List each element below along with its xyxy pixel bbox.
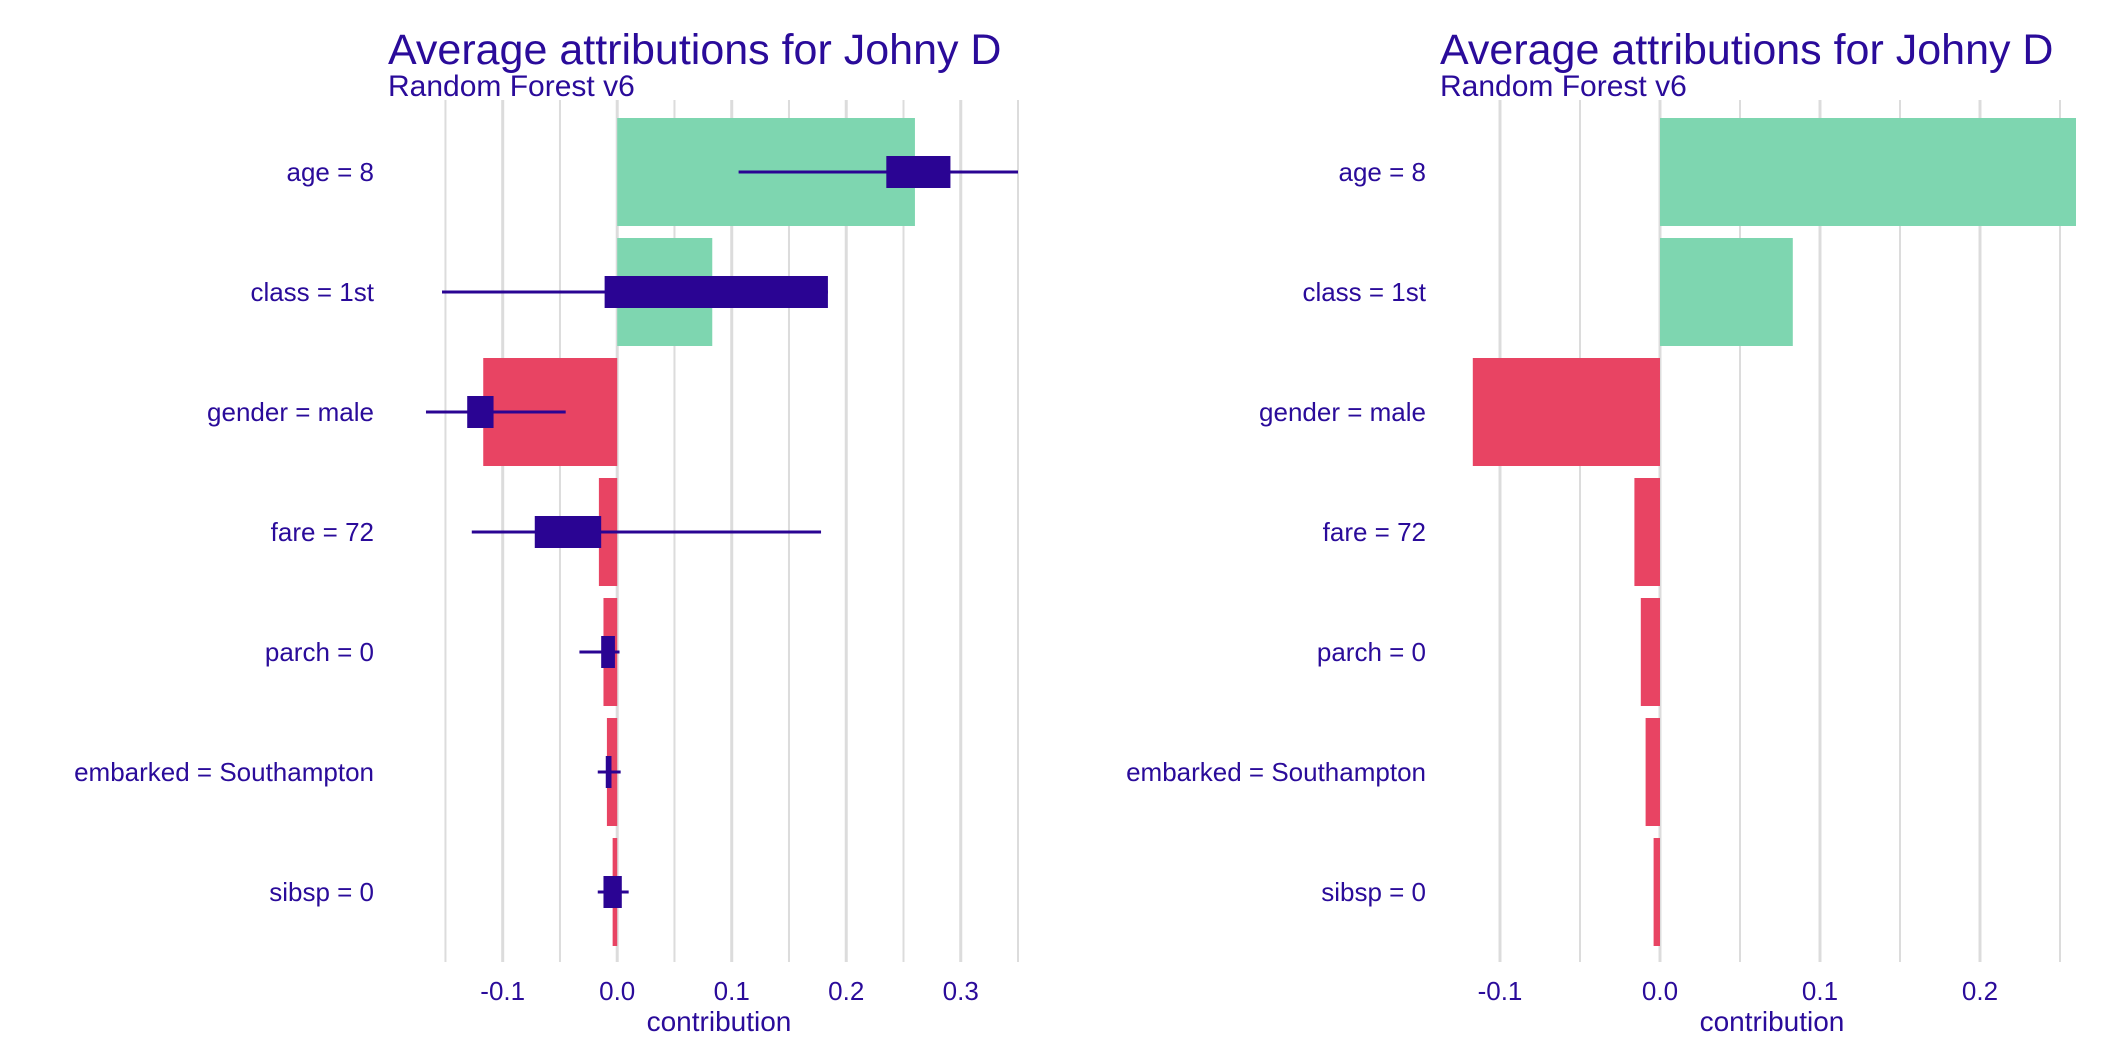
left-box-parch-0 (601, 636, 615, 668)
right-x-tick-label: 0.0 (1642, 976, 1678, 1006)
left-panel-boxplots (425, 156, 1018, 908)
right-bar-parch-0 (1640, 598, 1660, 706)
left-box-gender-male (467, 396, 494, 428)
right-panel: Average attributions for Johny D Random … (1126, 26, 2076, 1037)
right-x-tick-label: 0.1 (1802, 976, 1838, 1006)
right-panel-y-axis-labels: age = 8 class = 1st gender = male fare = 72… (1126, 157, 1427, 907)
right-x-tick-label: 0.2 (1962, 976, 1998, 1006)
left-x-tick-label: 0.0 (599, 976, 635, 1006)
right-y-label-age-8: age = 8 (1339, 157, 1426, 187)
right-x-tick-label: -0.1 (1478, 976, 1523, 1006)
right-bar-fare-72 (1634, 478, 1660, 586)
left-x-tick-label: -0.1 (480, 976, 525, 1006)
left-box-age-8 (886, 156, 951, 188)
left-panel-x-axis-title: contribution (647, 1006, 792, 1037)
right-y-label-gender-male: gender = male (1259, 397, 1426, 427)
left-y-label-parch-0: parch = 0 (265, 637, 374, 667)
left-y-label-embarked-southampton: embarked = Southampton (74, 757, 374, 787)
right-panel-bars (1472, 118, 2076, 946)
left-panel-x-axis-ticks: -0.1 0.0 0.1 0.2 0.3 (480, 976, 979, 1006)
right-panel-x-axis-ticks: -0.1 0.0 0.1 0.2 (1478, 976, 1998, 1006)
left-box-class-1st (604, 276, 828, 308)
right-y-label-embarked-southampton: embarked = Southampton (1126, 757, 1426, 787)
right-bar-gender-male (1472, 358, 1660, 466)
right-bar-age-8 (1660, 118, 2076, 226)
left-y-label-sibsp-0: sibsp = 0 (269, 877, 374, 907)
right-y-label-class-1st: class = 1st (1302, 277, 1426, 307)
left-y-label-age-8: age = 8 (287, 157, 374, 187)
right-bar-sibsp-0 (1653, 838, 1660, 946)
left-y-label-class-1st: class = 1st (250, 277, 374, 307)
left-x-tick-label: 0.3 (943, 976, 979, 1006)
right-panel-subtitle: Random Forest v6 (1440, 70, 1687, 103)
right-bar-class-1st (1660, 238, 1793, 346)
right-y-label-sibsp-0: sibsp = 0 (1321, 877, 1426, 907)
left-x-tick-label: 0.2 (828, 976, 864, 1006)
left-y-label-fare-72: fare = 72 (271, 517, 374, 547)
left-panel-y-axis-labels: age = 8 class = 1st gender = male fare = 72… (74, 157, 375, 907)
right-y-label-fare-72: fare = 72 (1323, 517, 1426, 547)
right-y-label-parch-0: parch = 0 (1317, 637, 1426, 667)
right-panel-x-axis-title: contribution (1700, 1006, 1845, 1037)
left-panel-title: Average attributions for Johny D (388, 26, 1002, 74)
left-panel-subtitle: Random Forest v6 (388, 70, 635, 103)
right-bar-embarked-southampton (1645, 718, 1660, 826)
left-box-sibsp-0 (603, 876, 622, 908)
left-x-tick-label: 0.1 (714, 976, 750, 1006)
right-panel-title: Average attributions for Johny D (1440, 26, 2054, 74)
left-panel: Average attributions for Johny D Random … (74, 26, 1019, 1037)
left-y-label-gender-male: gender = male (207, 397, 374, 427)
left-box-fare-72 (534, 516, 602, 548)
left-box-embarked-southampton (605, 756, 612, 788)
